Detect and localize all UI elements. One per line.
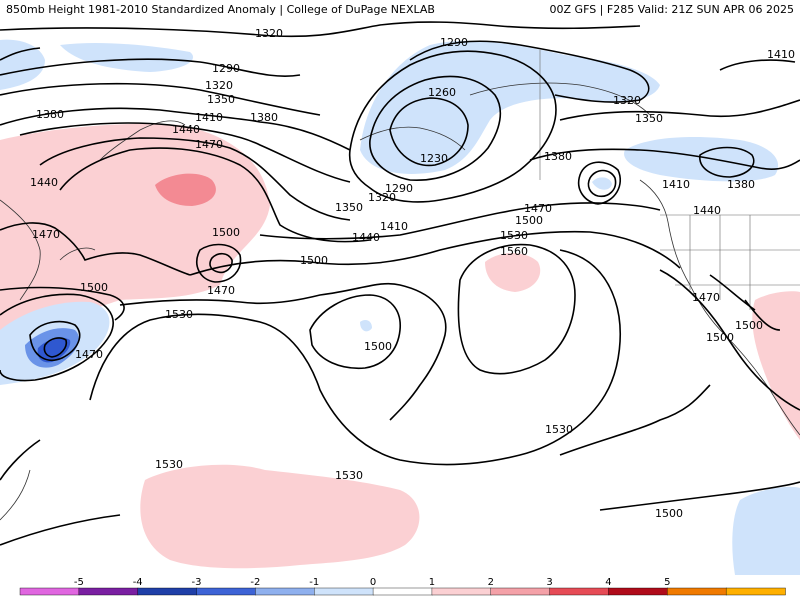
contour-label: 1290 (440, 36, 468, 49)
contour-label: 1470 (195, 138, 223, 151)
contour-label: 1530 (500, 229, 528, 242)
contour-label: 1560 (500, 245, 528, 258)
contour-label: 1440 (693, 204, 721, 217)
contour-label: 1470 (692, 291, 720, 304)
colorbar-swatch (137, 587, 198, 596)
colorbar-swatch (431, 587, 492, 596)
contour-label: 1380 (36, 108, 64, 121)
colorbar-swatch (549, 587, 610, 596)
negative-anomaly-small (360, 320, 372, 332)
colorbar-tick-label: -2 (250, 577, 260, 588)
contour-label: 1530 (335, 469, 363, 482)
contour-label: 1500 (706, 331, 734, 344)
contour-label: 1440 (352, 231, 380, 244)
positive-anomaly-subtropical (140, 464, 420, 569)
positive-anomaly-baja (752, 291, 800, 440)
header: 850mb Height 1981-2010 Standardized Anom… (0, 0, 800, 20)
contour-label: 1470 (75, 348, 103, 361)
contour-label: 1530 (545, 423, 573, 436)
contour-label: 1530 (165, 308, 193, 321)
contour-label: 1470 (207, 284, 235, 297)
contour-labels: 1320 1290 1290 1320 1350 1380 1410 1380 … (30, 27, 795, 520)
map-title: 850mb Height 1981-2010 Standardized Anom… (6, 3, 435, 16)
colorbar-tick-label: -5 (74, 577, 84, 588)
contour-label: 1530 (155, 458, 183, 471)
negative-anomaly-southeast (732, 486, 800, 575)
contour-label: 1320 (613, 94, 641, 107)
negative-anomaly-canada (624, 137, 779, 182)
contour-label: 1290 (212, 62, 240, 75)
negative-anomaly-pacnw (592, 177, 612, 190)
contour-label: 1410 (662, 178, 690, 191)
height-contours (0, 21, 800, 546)
colorbar-svg: -5 -4 -3 -2 -1 0 1 2 3 4 5 (19, 577, 786, 596)
colorbar-tick-label: -3 (192, 577, 202, 588)
colorbar-swatch (78, 587, 139, 596)
negative-anomaly-bering (360, 40, 660, 174)
contour-label: 1320 (368, 191, 396, 204)
contour-label: 1260 (428, 86, 456, 99)
colorbar-swatch (667, 587, 727, 596)
contour-label: 1500 (515, 214, 543, 227)
contour-label: 1230 (420, 152, 448, 165)
colorbar-swatch (372, 587, 433, 596)
contour-label: 1410 (767, 48, 795, 61)
model-valid-time: 00Z GFS | F285 Valid: 21Z SUN APR 06 202… (549, 3, 794, 16)
colorbar-tick-label: 3 (546, 577, 552, 588)
contour-label: 1320 (205, 79, 233, 92)
positive-anomaly-pacnw-coast (0, 198, 30, 245)
colorbar-swatch (608, 587, 669, 596)
colorbar-swatch (19, 587, 80, 596)
negative-anomaly-northwest (0, 39, 45, 90)
colorbar: -5 -4 -3 -2 -1 0 1 2 3 4 5 (0, 575, 800, 600)
contour-label: 1410 (380, 220, 408, 233)
contour-label: 1500 (212, 226, 240, 239)
contour-label: 1500 (300, 254, 328, 267)
colorbar-swatch (725, 587, 786, 596)
political-borders (539, 50, 800, 310)
contour-label: 1500 (655, 507, 683, 520)
contour-label: 1500 (364, 340, 392, 353)
contour-label: 1350 (335, 201, 363, 214)
contour-label: 1380 (544, 150, 572, 163)
colorbar-swatch (196, 587, 257, 596)
contour-label: 1380 (727, 178, 755, 191)
colorbar-ticks: -5 -4 -3 -2 -1 0 1 2 3 4 5 (74, 577, 671, 588)
contour-label: 1500 (735, 319, 763, 332)
colorbar-swatch (490, 587, 551, 596)
contour-label: 1380 (250, 111, 278, 124)
contour-label: 1470 (524, 202, 552, 215)
contour-label: 1350 (635, 112, 663, 125)
colorbar-tick-label: 1 (429, 577, 435, 588)
colorbar-tick-label: -4 (133, 577, 143, 588)
contour-label: 1470 (32, 228, 60, 241)
colorbar-tick-label: 2 (488, 577, 494, 588)
contour-label: 1320 (255, 27, 283, 40)
anomaly-shading (0, 39, 800, 575)
contour-label: 1290 (385, 182, 413, 195)
colorbar-swatch (255, 587, 315, 596)
map-panel[interactable]: 1320 1290 1290 1320 1350 1380 1410 1380 … (0, 20, 800, 575)
contour-label: 1350 (207, 93, 235, 106)
colorbar-swatch (314, 587, 374, 596)
map-svg: 1320 1290 1290 1320 1350 1380 1410 1380 … (0, 21, 800, 575)
colorbar-tick-label: 0 (370, 577, 376, 588)
colorbar-tick-label: -1 (309, 577, 319, 588)
positive-anomaly-core (155, 173, 216, 206)
contour-label: 1440 (172, 123, 200, 136)
colorbar-tick-label: 4 (605, 577, 611, 588)
colorbar-blocks (19, 587, 786, 596)
contour-label: 1440 (30, 176, 58, 189)
contour-label: 1410 (195, 111, 223, 124)
colorbar-tick-label: 5 (664, 577, 670, 588)
positive-anomaly-central (485, 253, 541, 292)
contour-label: 1500 (80, 281, 108, 294)
negative-anomaly-northwest-top (60, 42, 194, 72)
